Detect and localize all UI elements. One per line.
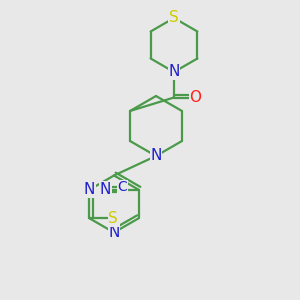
Text: S: S <box>108 211 118 226</box>
Text: N: N <box>84 182 95 197</box>
Text: S: S <box>169 11 179 26</box>
Text: N: N <box>168 64 180 80</box>
Text: N: N <box>108 225 120 240</box>
Text: N: N <box>150 148 162 164</box>
Text: O: O <box>190 90 202 105</box>
Text: C: C <box>117 180 127 194</box>
Text: N: N <box>100 182 111 197</box>
